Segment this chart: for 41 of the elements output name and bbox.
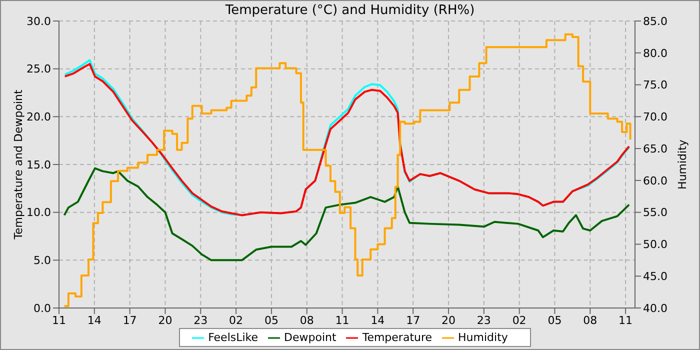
- legend-label: Humidity: [458, 331, 508, 344]
- y-tick-label: 20.0: [26, 110, 51, 124]
- x-tick-label: 14: [370, 314, 385, 327]
- x-tick-label: 17: [122, 314, 137, 327]
- y-tick-label: 25.0: [26, 62, 51, 76]
- x-tick-label: 23: [194, 314, 208, 327]
- x-tick-label: 17: [406, 314, 420, 327]
- x-tick-label: 05: [548, 314, 562, 327]
- chart-title: Temperature (°C) and Humidity (RH%): [225, 3, 475, 18]
- x-tick-label: 23: [476, 314, 491, 327]
- x-tick-label: 08: [300, 314, 314, 327]
- y2-tick-label: 80.0: [643, 46, 668, 60]
- y2-tick-label: 45.0: [643, 270, 668, 284]
- y-axis-title: Temperature and Dewpoint: [12, 88, 25, 240]
- y2-tick-label: 40.0: [643, 302, 668, 315]
- x-tick-label: 14: [87, 314, 102, 327]
- x-tick-label: 11: [335, 314, 350, 327]
- y2-tick-label: 75.0: [643, 78, 668, 92]
- y2-axis-title: Humidity: [676, 139, 689, 190]
- x-tick-label: 05: [264, 314, 278, 327]
- x-tick-label: 02: [512, 314, 526, 327]
- y-tick-label: 15.0: [26, 158, 51, 172]
- y-tick-label: 10.0: [26, 206, 51, 220]
- legend-label: Temperature: [362, 331, 432, 344]
- y2-tick-label: 85.0: [643, 14, 668, 28]
- y2-tick-label: 55.0: [643, 206, 668, 220]
- x-tick-label: 20: [158, 314, 172, 327]
- y2-tick-label: 65.0: [643, 142, 668, 156]
- x-tick-label: 02: [229, 314, 244, 327]
- y2-tick-label: 70.0: [643, 110, 668, 124]
- y-tick-label: 30.0: [26, 14, 51, 28]
- x-tick-label: 11: [52, 314, 66, 327]
- y2-tick-label: 60.0: [643, 174, 668, 188]
- x-tick-label: 20: [442, 314, 456, 327]
- x-tick-label: 08: [583, 314, 598, 327]
- y-tick-label: 5.0: [34, 254, 51, 268]
- x-tick-label: 11: [618, 314, 633, 327]
- y-tick-label: 0.0: [34, 302, 51, 315]
- y2-tick-label: 50.0: [643, 238, 668, 252]
- legend-label: FeelsLike: [208, 331, 258, 344]
- legend-label: Dewpoint: [284, 331, 336, 344]
